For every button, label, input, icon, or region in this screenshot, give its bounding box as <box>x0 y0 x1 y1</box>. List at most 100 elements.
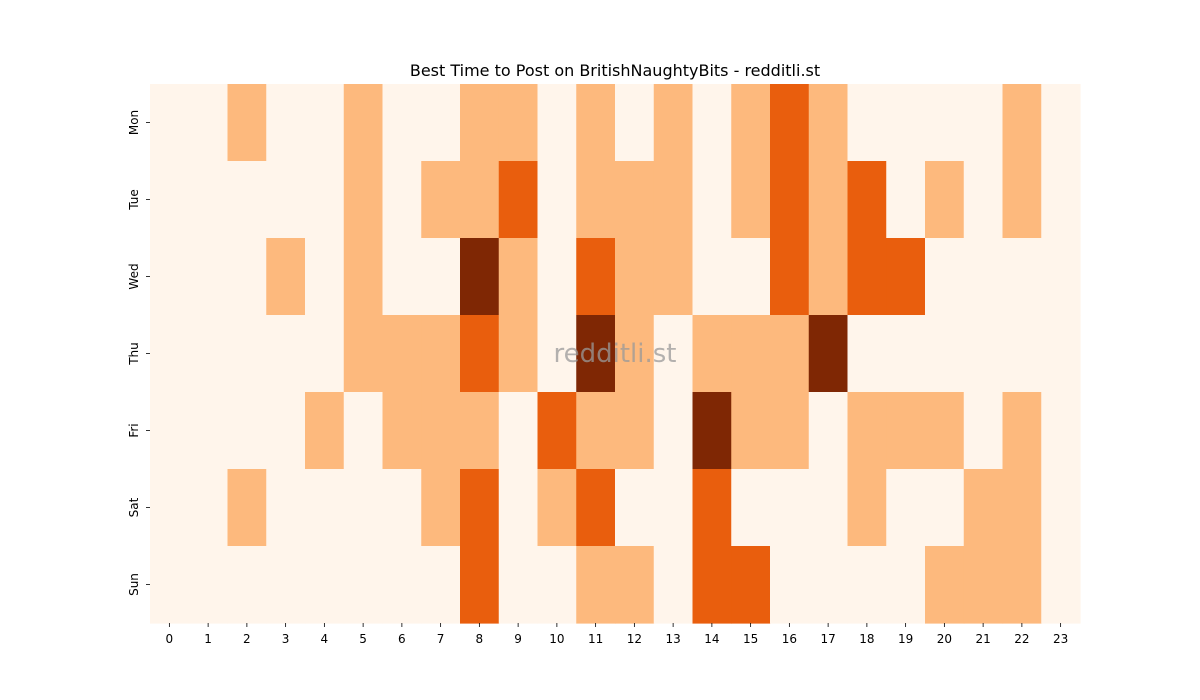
heatmap-cell-thu-11 <box>576 315 616 393</box>
heatmap-cell-sat-10 <box>537 469 577 547</box>
heatmap-cell-sat-2 <box>227 469 267 547</box>
heatmap-cell-tue-23 <box>1041 161 1081 239</box>
heatmap-cell-thu-7 <box>421 315 461 393</box>
heatmap-cell-mon-9 <box>498 84 539 162</box>
heatmap-cell-tue-22 <box>1002 161 1042 239</box>
heatmap-cell-tue-10 <box>537 161 577 239</box>
heatmap-cell-thu-8 <box>460 315 500 393</box>
heatmap-cell-wed-23 <box>1041 238 1081 316</box>
heatmap-cell-mon-17 <box>808 84 849 162</box>
x-tick-label-16: 16 <box>782 632 797 646</box>
heatmap-cell-thu-17 <box>808 315 849 393</box>
heatmap-cell-sun-9 <box>498 546 539 624</box>
heatmap-cell-fri-10 <box>537 392 577 470</box>
x-tick-label-23: 23 <box>1053 632 1068 646</box>
x-tick-label-18: 18 <box>859 632 874 646</box>
x-tick-label-3: 3 <box>282 632 290 646</box>
heatmap-cell-sat-0 <box>150 469 190 547</box>
heatmap-cell-mon-18 <box>847 84 887 162</box>
heatmap-cell-sun-10 <box>537 546 577 624</box>
heatmap-cell-thu-3 <box>266 315 306 393</box>
x-tick-label-6: 6 <box>398 632 406 646</box>
heatmap-cell-thu-14 <box>692 315 732 393</box>
heatmap-cell-mon-23 <box>1041 84 1081 162</box>
heatmap-cell-sun-20 <box>925 546 965 624</box>
heatmap-cell-sat-15 <box>731 469 771 547</box>
heatmap-cell-sun-13 <box>653 546 694 624</box>
x-tick-label-19: 19 <box>898 632 913 646</box>
heatmap-cell-sun-3 <box>266 546 306 624</box>
heatmap-cell-wed-13 <box>653 238 694 316</box>
heatmap-cell-fri-7 <box>421 392 461 470</box>
heatmap-cell-tue-21 <box>963 161 1004 239</box>
heatmap-cell-thu-20 <box>925 315 965 393</box>
heatmap-cell-sun-11 <box>576 546 616 624</box>
heatmap-cell-tue-1 <box>188 161 229 239</box>
heatmap-cell-tue-5 <box>343 161 384 239</box>
heatmap-cell-sat-22 <box>1002 469 1042 547</box>
heatmap-cell-thu-0 <box>150 315 190 393</box>
heatmap-cell-tue-18 <box>847 161 887 239</box>
heatmap-cell-mon-4 <box>305 84 345 162</box>
x-tick-label-4: 4 <box>321 632 329 646</box>
heatmap-cell-wed-14 <box>692 238 732 316</box>
heatmap-cell-mon-13 <box>653 84 694 162</box>
heatmap-cell-mon-7 <box>421 84 461 162</box>
heatmap-cell-fri-2 <box>227 392 267 470</box>
heatmap-cell-sat-18 <box>847 469 887 547</box>
heatmap-cell-tue-15 <box>731 161 771 239</box>
heatmap-cell-tue-11 <box>576 161 616 239</box>
heatmap-cell-mon-6 <box>382 84 422 162</box>
heatmap-cell-wed-0 <box>150 238 190 316</box>
heatmap-cell-sun-2 <box>227 546 267 624</box>
heatmap-cell-fri-12 <box>615 392 655 470</box>
x-tick-label-22: 22 <box>1014 632 1029 646</box>
heatmap-cell-mon-14 <box>692 84 732 162</box>
heatmap-cell-thu-2 <box>227 315 267 393</box>
heatmap-cell-sun-14 <box>692 546 732 624</box>
heatmap-cell-wed-1 <box>188 238 229 316</box>
heatmap-cell-tue-17 <box>808 161 849 239</box>
heatmap-cell-tue-16 <box>770 161 810 239</box>
heatmap-cell-sat-19 <box>886 469 926 547</box>
heatmap-cell-sun-18 <box>847 546 887 624</box>
heatmap-cell-sat-6 <box>382 469 422 547</box>
heatmap-cell-sat-7 <box>421 469 461 547</box>
heatmap-cell-mon-19 <box>886 84 926 162</box>
x-tick-label-12: 12 <box>627 632 642 646</box>
y-tick-label-fri: Fri <box>127 423 141 437</box>
x-tick-label-0: 0 <box>166 632 174 646</box>
heatmap-cell-mon-21 <box>963 84 1004 162</box>
heatmap-cell-wed-17 <box>808 238 849 316</box>
heatmap-cell-mon-20 <box>925 84 965 162</box>
heatmap-cell-thu-19 <box>886 315 926 393</box>
heatmap-cell-sun-1 <box>188 546 229 624</box>
y-axis: Mon Tue Wed Thu Fri Sat Sun <box>127 110 150 596</box>
heatmap-cell-sat-14 <box>692 469 732 547</box>
heatmap-cell-mon-1 <box>188 84 229 162</box>
heatmap-cell-sat-4 <box>305 469 345 547</box>
x-tick-label-2: 2 <box>243 632 251 646</box>
heatmap-cell-mon-12 <box>615 84 655 162</box>
heatmap-cell-tue-2 <box>227 161 267 239</box>
heatmap-cell-fri-8 <box>460 392 500 470</box>
heatmap-cell-fri-11 <box>576 392 616 470</box>
heatmap-cell-fri-0 <box>150 392 190 470</box>
x-tick-label-10: 10 <box>549 632 564 646</box>
y-tick-label-mon: Mon <box>127 110 141 135</box>
heatmap-cell-fri-13 <box>653 392 694 470</box>
x-tick-label-15: 15 <box>743 632 758 646</box>
heatmap-cell-wed-20 <box>925 238 965 316</box>
heatmap-cell-wed-7 <box>421 238 461 316</box>
x-tick-label-11: 11 <box>588 632 603 646</box>
heatmap-cell-thu-12 <box>615 315 655 393</box>
heatmap-cell-tue-8 <box>460 161 500 239</box>
heatmap-cell-fri-18 <box>847 392 887 470</box>
heatmap-cell-sun-12 <box>615 546 655 624</box>
heatmap-cell-thu-4 <box>305 315 345 393</box>
heatmap-cell-sun-22 <box>1002 546 1042 624</box>
heatmap-cell-sat-1 <box>188 469 229 547</box>
heatmap-cell-wed-22 <box>1002 238 1042 316</box>
heatmap-cell-mon-3 <box>266 84 306 162</box>
